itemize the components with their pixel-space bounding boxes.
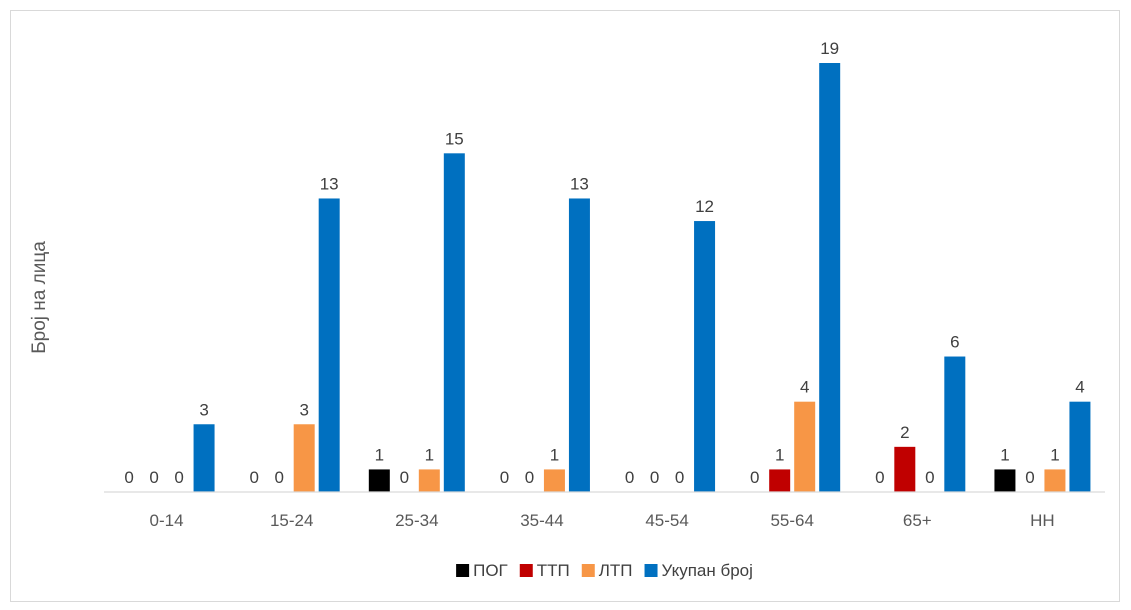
legend-label-ЛТП: ЛТП [599, 561, 633, 580]
bar-Укупан број-15-24 [318, 198, 340, 492]
data-label-ПОГ-45-54: 0 [625, 468, 634, 487]
data-label-ЛТП-65+: 0 [925, 468, 934, 487]
data-label-Укупан број-15-24: 13 [320, 174, 339, 193]
bars-layer [193, 63, 1091, 493]
data-label-ТТП-НН: 0 [1025, 468, 1034, 487]
data-label-ПОГ-НН: 1 [1000, 445, 1009, 464]
data-label-ПОГ-15-24: 0 [249, 468, 258, 487]
x-tick-label: 65+ [903, 511, 932, 530]
x-tick-label: 45-54 [645, 511, 688, 530]
data-label-ЛТП-55-64: 4 [800, 378, 809, 397]
data-label-Укупан број-25-34: 15 [445, 129, 464, 148]
legend: ПОГ ТТП ЛТП Укупан број [456, 561, 753, 580]
x-tick-label: 55-64 [770, 511, 813, 530]
bar-ЛТП-55-64 [794, 401, 816, 492]
data-label-ЛТП-НН: 1 [1050, 445, 1059, 464]
bar-ПОГ-НН [994, 469, 1016, 492]
bar-ТТП-55-64 [769, 469, 791, 492]
bar-ЛТП-15-24 [293, 424, 315, 492]
bar-ЛТП-НН [1044, 469, 1066, 492]
data-label-ЛТП-25-34: 1 [425, 445, 434, 464]
data-label-Укупан број-65+: 6 [950, 333, 959, 352]
data-label-ТТП-35-44: 0 [525, 468, 534, 487]
legend-swatch-Укупан број [644, 564, 658, 577]
chart-frame: 0 0 0 3 0 0 3 13 1 0 1 15 0 0 1 13 0 0 0 12 0 1 4 19 0 2 0 6 1 0 1 4 0-… [10, 10, 1120, 602]
bar-Укупан број-25-34 [443, 153, 465, 492]
data-label-ТТП-55-64: 1 [775, 445, 784, 464]
legend-label-ПОГ: ПОГ [473, 561, 508, 580]
bar-Укупан број-45-54 [694, 221, 716, 493]
data-label-ЛТП-35-44: 1 [550, 445, 559, 464]
data-label-Укупан број-45-54: 12 [695, 197, 714, 216]
data-label-ПОГ-65+: 0 [875, 468, 884, 487]
x-tick-label: НН [1030, 511, 1055, 530]
data-label-ЛТП-0-14: 0 [174, 468, 183, 487]
legend-swatch-ТТП [519, 564, 533, 577]
legend-swatch-ПОГ [456, 564, 470, 577]
legend-label-ТТП: ТТП [537, 561, 570, 580]
legend-label-Укупан број: Укупан број [662, 561, 753, 580]
x-tick-label: 15-24 [270, 511, 313, 530]
bar-ЛТП-25-34 [418, 469, 440, 492]
x-tick-label: 0-14 [150, 511, 184, 530]
y-axis-title: Број на лица [29, 241, 50, 354]
data-label-ПОГ-0-14: 0 [124, 468, 133, 487]
legend-swatch-ЛТП [581, 564, 595, 577]
data-label-ЛТП-45-54: 0 [675, 468, 684, 487]
data-label-ПОГ-35-44: 0 [500, 468, 509, 487]
data-label-ТТП-0-14: 0 [149, 468, 158, 487]
data-label-Укупан број-0-14: 3 [199, 400, 208, 419]
data-label-ТТП-65+: 2 [900, 423, 909, 442]
bar-Укупан број-65+ [944, 356, 966, 492]
bar-Укупан број-0-14 [193, 424, 215, 492]
bar-ТТП-65+ [894, 446, 916, 492]
data-label-ТТП-15-24: 0 [274, 468, 283, 487]
data-label-ПОГ-55-64: 0 [750, 468, 759, 487]
bar-Укупан број-55-64 [819, 63, 841, 492]
bar-ПОГ-25-34 [368, 469, 390, 492]
x-tick-labels: 0-14 15-24 25-34 35-44 45-54 55-64 65+ НН [150, 511, 1055, 530]
x-tick-label: 25-34 [395, 511, 438, 530]
bar-Укупан број-35-44 [568, 198, 590, 492]
data-label-ЛТП-15-24: 3 [299, 400, 308, 419]
bar-Укупан број-НН [1069, 401, 1091, 492]
data-label-ТТП-45-54: 0 [650, 468, 659, 487]
data-label-ПОГ-25-34: 1 [375, 445, 384, 464]
data-label-Укупан број-55-64: 19 [820, 39, 839, 58]
data-label-ТТП-25-34: 0 [400, 468, 409, 487]
x-tick-label: 35-44 [520, 511, 563, 530]
data-label-Укупан број-35-44: 13 [570, 174, 589, 193]
bar-ЛТП-35-44 [543, 469, 565, 492]
data-label-Укупан број-НН: 4 [1075, 378, 1084, 397]
